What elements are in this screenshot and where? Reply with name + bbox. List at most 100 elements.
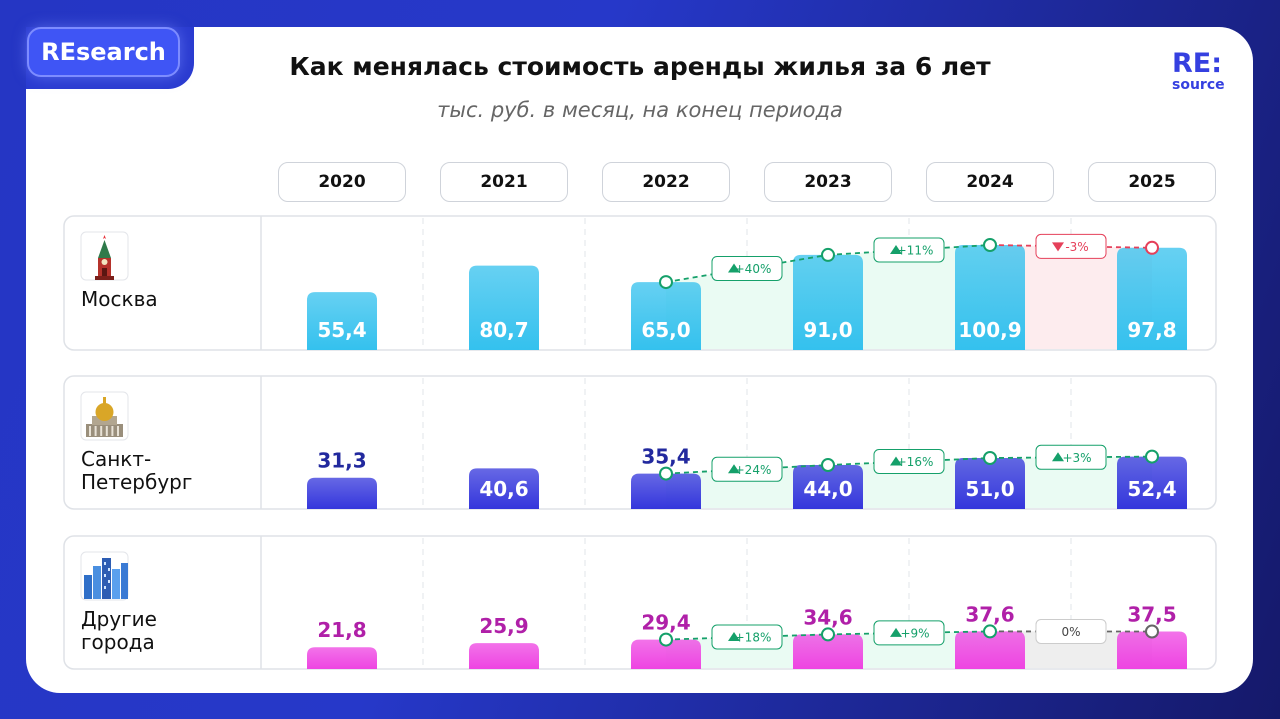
change-text: +16% xyxy=(897,455,934,469)
year-label-2022: 2022 xyxy=(602,162,730,202)
bar-2021 xyxy=(469,468,539,509)
value-label-2023: 91,0 xyxy=(803,318,852,342)
arrow-up-icon xyxy=(1052,452,1064,462)
arrow-up-icon xyxy=(728,464,740,474)
change-area xyxy=(990,245,1152,349)
year-label-2021: 2021 xyxy=(440,162,568,202)
value-label-2025: 52,4 xyxy=(1127,477,1176,501)
trend-marker xyxy=(983,238,997,252)
bar-2020 xyxy=(307,292,377,350)
city-label: Санкт- xyxy=(81,447,151,471)
change-area xyxy=(990,631,1152,668)
kremlin-tower-icon xyxy=(80,231,129,281)
change-text: 0% xyxy=(1061,625,1080,639)
series-panel-1: Санкт-Петербург +24% +16% +3% 31,3 40,6 35,4 44… xyxy=(63,375,1217,510)
arrow-up-icon xyxy=(890,456,902,466)
city-buildings-icon xyxy=(80,551,129,601)
change-text: +3% xyxy=(1062,451,1091,465)
bar-2020 xyxy=(307,477,377,509)
chart-title: Как менялась стоимость аренды жилья за 6… xyxy=(289,52,991,81)
city-label: Другие xyxy=(81,607,157,631)
change-area xyxy=(666,634,828,668)
change-text: +18% xyxy=(735,631,772,645)
change-label: +18% xyxy=(711,624,783,650)
value-label-2023: 34,6 xyxy=(803,605,852,629)
value-label-2020: 21,8 xyxy=(317,618,366,642)
value-label-2024: 100,9 xyxy=(958,318,1021,342)
change-area xyxy=(828,631,990,668)
value-label-2022: 29,4 xyxy=(641,611,690,635)
value-label-2024: 51,0 xyxy=(965,477,1014,501)
city-label: города xyxy=(81,630,155,654)
bar-2025 xyxy=(1117,247,1187,350)
value-label-2020: 31,3 xyxy=(317,449,366,473)
bar-2022 xyxy=(631,282,701,350)
logo-line2: source xyxy=(1172,77,1225,93)
trend-marker xyxy=(659,466,673,481)
trend-marker xyxy=(821,627,835,642)
chart-subtitle: тыс. руб. в месяц, на конец периода xyxy=(437,98,843,122)
bar-2024 xyxy=(955,458,1025,509)
bar-2021 xyxy=(469,643,539,669)
arrow-up-icon xyxy=(728,632,740,641)
change-text: +40% xyxy=(735,262,772,276)
year-label-2023: 2023 xyxy=(764,162,892,202)
arrow-up-icon xyxy=(890,244,902,254)
city-label: Петербург xyxy=(81,470,192,494)
year-label-2024: 2024 xyxy=(926,162,1054,202)
bar-2023 xyxy=(793,254,863,350)
bar-2023 xyxy=(793,465,863,509)
year-label-2025: 2025 xyxy=(1088,162,1216,202)
change-label: +24% xyxy=(711,456,783,482)
year-label-2020: 2020 xyxy=(278,162,406,202)
trend-marker xyxy=(659,632,673,647)
research-badge: REsearch xyxy=(27,27,180,77)
change-area xyxy=(828,458,990,508)
value-label-2022: 35,4 xyxy=(641,445,690,469)
value-label-2025: 37,5 xyxy=(1127,603,1176,627)
change-label: +9% xyxy=(873,620,945,646)
arrow-down-icon xyxy=(1052,242,1064,252)
trend-marker xyxy=(1145,449,1159,464)
change-area xyxy=(666,254,828,349)
city-label: Москва xyxy=(81,287,158,311)
arrow-up-icon xyxy=(728,263,740,273)
bar-2020 xyxy=(307,647,377,669)
change-label: +3% xyxy=(1035,444,1107,470)
logo-line1: RE: xyxy=(1172,48,1223,79)
change-area xyxy=(666,465,828,508)
value-label-2024: 37,6 xyxy=(965,602,1014,626)
change-label: +11% xyxy=(873,237,945,263)
trend-marker xyxy=(1145,624,1159,639)
bar-2025 xyxy=(1117,456,1187,509)
change-area xyxy=(828,245,990,349)
change-text: +11% xyxy=(897,243,934,257)
bar-2022 xyxy=(631,639,701,669)
change-area xyxy=(990,456,1152,508)
value-label-2020: 55,4 xyxy=(317,318,366,342)
value-label-2021: 80,7 xyxy=(479,318,528,342)
series-panel-0: Москва +40% +11% -3% 55,4 80,7 65,0 91,0 100,9 97… xyxy=(63,215,1217,351)
bar-2022 xyxy=(631,473,701,509)
arrow-up-icon xyxy=(890,627,902,637)
bar-2025 xyxy=(1117,631,1187,669)
trend-marker xyxy=(1145,240,1159,255)
change-label: 0% xyxy=(1035,618,1107,644)
trend-marker xyxy=(983,624,997,639)
value-label-2021: 40,6 xyxy=(479,477,528,501)
bar-2023 xyxy=(793,634,863,669)
value-label-2025: 97,8 xyxy=(1127,318,1176,342)
cathedral-icon xyxy=(80,391,129,441)
trend-marker xyxy=(983,451,997,465)
change-text: +9% xyxy=(900,626,929,640)
value-label-2021: 25,9 xyxy=(479,614,528,638)
value-label-2023: 44,0 xyxy=(803,477,852,501)
change-text: -3% xyxy=(1065,240,1088,254)
change-label: +40% xyxy=(711,255,783,281)
bar-2021 xyxy=(469,265,539,350)
change-label: -3% xyxy=(1035,233,1107,259)
trend-marker xyxy=(659,275,673,290)
trend-marker xyxy=(821,458,835,472)
